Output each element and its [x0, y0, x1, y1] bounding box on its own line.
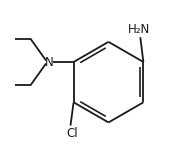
Text: N: N: [44, 55, 53, 69]
Text: H₂N: H₂N: [128, 23, 150, 36]
Text: Cl: Cl: [66, 127, 78, 140]
